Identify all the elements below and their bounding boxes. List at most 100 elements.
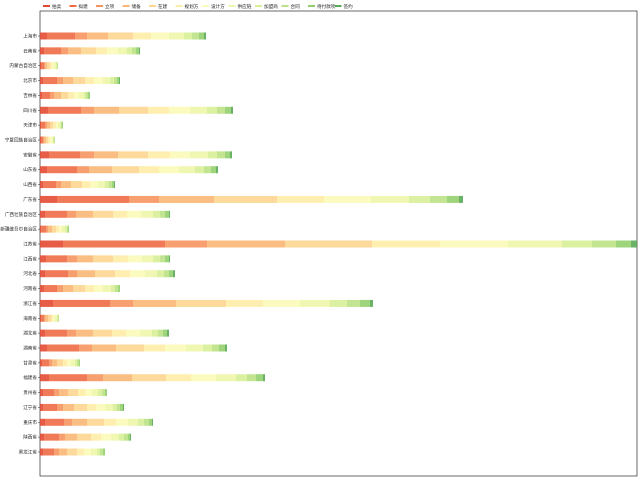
bar-segment: [52, 359, 57, 367]
bar-segment: [77, 255, 93, 263]
bar-segment: [190, 151, 208, 159]
legend-label: 待付款项: [317, 3, 336, 10]
bar-segment: [67, 448, 77, 456]
bar-segment: [115, 285, 118, 293]
bar-segment: [347, 299, 360, 307]
bar-segment: [71, 181, 82, 189]
bar-segment: [40, 181, 43, 189]
bar-segment: [63, 403, 74, 411]
bar-segment: [40, 255, 46, 263]
bar-segment: [140, 329, 152, 337]
bar-segment: [409, 195, 430, 203]
bar-segment: [459, 195, 463, 203]
y-tick-label: 黑龙江省: [19, 449, 38, 456]
bar-segment: [148, 106, 169, 114]
y-tick-label: 浙江省: [23, 300, 37, 307]
bar-segment: [53, 136, 54, 144]
y-tick-label: 北京市: [23, 77, 37, 84]
bar-segment: [61, 47, 68, 55]
bar-segment: [214, 195, 277, 203]
bar-segment: [165, 240, 207, 248]
bar-segment: [42, 359, 49, 367]
bar-segment: [40, 359, 42, 367]
bar-segment: [104, 418, 116, 426]
bar-segment: [216, 374, 236, 382]
bar-segment: [100, 448, 103, 456]
bar-segment: [159, 166, 179, 174]
bar-segment: [263, 374, 265, 382]
bar-segment: [81, 106, 94, 114]
bar-segment: [87, 403, 96, 411]
legend-label: 在建: [158, 3, 168, 10]
bar-segment: [47, 121, 50, 129]
bar-segment: [216, 166, 218, 174]
bar-segment: [84, 448, 91, 456]
bar-segment: [128, 418, 138, 426]
bar-segment: [111, 285, 115, 293]
y-tick-label: 湖南省: [23, 345, 37, 352]
bar-segment: [225, 106, 231, 114]
bar-segment: [53, 299, 110, 307]
bar-segment: [78, 389, 85, 397]
bar-segment: [77, 270, 95, 278]
bar-segment: [212, 344, 219, 352]
bar-segment: [41, 121, 45, 129]
bar-segment: [371, 195, 409, 203]
bar-segment: [53, 314, 55, 322]
bar-segment: [113, 210, 127, 218]
bar-segment: [113, 255, 128, 263]
bar-segment: [300, 299, 330, 307]
bar-segment: [113, 403, 117, 411]
bar-segment: [92, 344, 116, 352]
bar-segment: [219, 344, 225, 352]
bar-segment: [76, 329, 93, 337]
bar-segment: [94, 151, 118, 159]
bar-segment: [47, 32, 75, 40]
bar-segment: [45, 314, 48, 322]
bar-segment: [179, 166, 195, 174]
bar-segment: [119, 433, 124, 441]
bar-segment: [95, 270, 115, 278]
bar-segment: [127, 210, 141, 218]
bar-segment: [47, 344, 79, 352]
bar-segment: [52, 136, 53, 144]
bar-segment: [44, 47, 61, 55]
bar-segment: [160, 210, 165, 218]
bar-segment: [57, 403, 63, 411]
bar-segment: [117, 77, 119, 85]
bar-segment: [231, 106, 233, 114]
bar-segment: [46, 136, 48, 144]
bar-segment: [40, 344, 47, 352]
bar-segment: [173, 270, 175, 278]
bar-segment: [167, 329, 169, 337]
bar-segment: [109, 181, 112, 189]
bar-segment: [165, 210, 169, 218]
bar-segment: [63, 240, 165, 248]
y-tick-label: 广西壮族自治区: [5, 211, 38, 218]
bar-segment: [43, 136, 44, 144]
bar-segment: [447, 195, 459, 203]
bar-segment: [77, 433, 91, 441]
bar-segment: [44, 314, 45, 322]
bar-segment: [79, 344, 92, 352]
bar-segment: [75, 32, 87, 40]
bar-segment: [236, 374, 247, 382]
bar-segment: [217, 106, 225, 114]
bar-segment: [40, 270, 45, 278]
bar-segment: [107, 47, 118, 55]
bar-segment: [199, 32, 204, 40]
bar-segment: [631, 240, 637, 248]
bar-segment: [105, 181, 109, 189]
bar-segment: [126, 329, 140, 337]
bar-segment: [40, 403, 43, 411]
bar-segment: [63, 77, 73, 85]
bar-segment: [440, 240, 508, 248]
bar-segment: [102, 389, 105, 397]
bar-segment: [43, 389, 54, 397]
bar-segment: [138, 418, 144, 426]
y-tick-label: 云南省: [23, 47, 37, 54]
bar-segment: [54, 448, 59, 456]
bar-segment: [52, 225, 56, 233]
bar-segment: [114, 77, 117, 85]
bar-segment: [40, 374, 49, 382]
